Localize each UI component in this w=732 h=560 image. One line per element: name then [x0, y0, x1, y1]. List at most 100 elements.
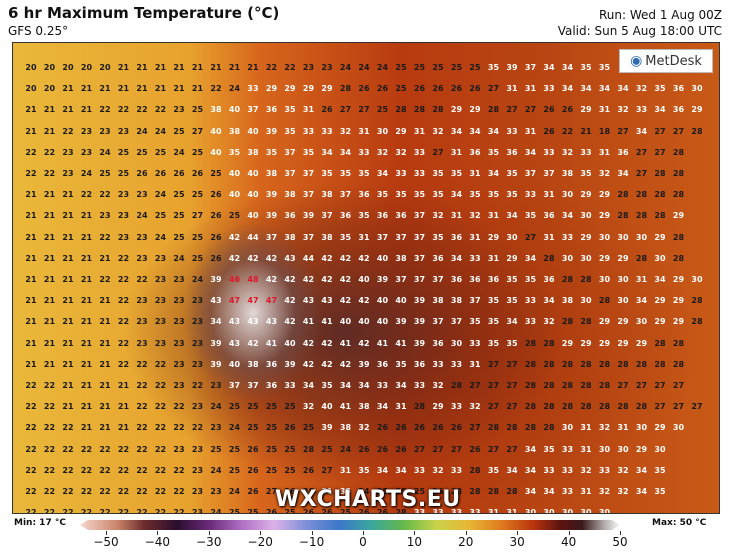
temp-value: 29 — [580, 338, 592, 348]
temp-value: 33 — [284, 381, 296, 390]
scale-tick-label: 10 — [406, 535, 423, 549]
temp-value: 21 — [25, 232, 37, 242]
temp-value: 28 — [561, 359, 574, 369]
temp-value: 23 — [117, 211, 130, 221]
temp-value: 21 — [80, 253, 93, 263]
temp-value: 21 — [25, 338, 37, 348]
scale-tick — [517, 531, 519, 535]
temp-value: 28 — [580, 275, 592, 284]
temp-value: 29 — [654, 317, 666, 327]
temp-value: 37 — [450, 317, 463, 327]
temp-value: 30 — [580, 211, 592, 221]
temp-value: 37 — [284, 169, 296, 178]
temp-value: 33 — [432, 359, 444, 369]
temp-value: 32 — [395, 147, 407, 157]
temp-value: 46 — [228, 275, 241, 284]
temp-value: 35 — [487, 296, 500, 306]
temp-value: 33 — [413, 508, 426, 514]
temp-value: 22 — [136, 487, 148, 496]
temp-value: 22 — [136, 444, 148, 454]
temp-value: 41 — [339, 338, 352, 348]
temp-value: 34 — [524, 465, 537, 475]
temp-value: 30 — [506, 232, 518, 242]
temp-value: 34 — [561, 211, 574, 221]
temp-value: 27 — [506, 359, 518, 369]
temp-value: 21 — [62, 296, 74, 306]
temp-value: 36 — [376, 211, 389, 221]
temp-value: 35 — [506, 169, 518, 178]
scale-tick — [157, 531, 159, 535]
temp-value: 21 — [80, 423, 93, 433]
temp-value: 23 — [154, 275, 167, 284]
temp-value: 27 — [635, 147, 648, 157]
temp-value: 34 — [395, 465, 407, 475]
temp-value: 23 — [210, 423, 222, 433]
temp-value: 21 — [80, 317, 93, 327]
temp-value: 30 — [543, 508, 555, 514]
temp-value: 23 — [191, 465, 204, 475]
temp-value: 20 — [25, 84, 37, 94]
temp-value: 21 — [43, 275, 56, 284]
temp-value: 21 — [43, 126, 56, 136]
temp-value: 26 — [376, 84, 389, 94]
temperature-map[interactable]: 20 20 20 20 20 21 21 21 21 21 21 21 21 22 22 23 23 24 24 24… — [12, 42, 720, 514]
temp-value: 47 — [247, 296, 259, 306]
temp-value: 37 — [302, 190, 315, 200]
temp-value: 22 — [43, 147, 56, 157]
temp-value: 33 — [469, 508, 481, 514]
temp-value: 25 — [265, 402, 278, 412]
temp-value: 32 — [580, 465, 592, 475]
temp-value: 39 — [376, 275, 389, 284]
temp-value: 23 — [99, 211, 111, 221]
temp-value: 27 — [524, 105, 537, 115]
temp-value: 37 — [228, 381, 241, 390]
temp-value: 37 — [265, 232, 278, 242]
temp-value: 25 — [191, 105, 204, 115]
temp-value: 36 — [358, 190, 370, 200]
temp-value: 43 — [228, 338, 241, 348]
temp-value: 41 — [339, 402, 352, 412]
temp-value: 34 — [561, 63, 574, 72]
temp-value: 28 — [580, 317, 592, 327]
temp-value: 24 — [154, 190, 167, 200]
temp-value: 26 — [265, 508, 278, 514]
temp-value: 22 — [80, 444, 93, 454]
temp-value: 28 — [598, 296, 611, 306]
temp-value: 20 — [25, 63, 37, 72]
temp-value: 35 — [580, 63, 592, 72]
temp-value: 29 — [654, 296, 666, 306]
temp-value: 21 — [80, 275, 93, 284]
temp-value: 21 — [43, 338, 56, 348]
temp-value: 23 — [173, 275, 185, 284]
temp-value: 21 — [62, 253, 74, 263]
temp-value: 28 — [672, 190, 685, 200]
temp-value: 37 — [284, 147, 296, 157]
temp-value: 25 — [210, 444, 222, 454]
valid-label: Valid: Sun 5 Aug 18:00 UTC — [557, 24, 722, 38]
temp-value: 36 — [487, 275, 500, 284]
temp-value: 35 — [469, 190, 481, 200]
temp-value: 38 — [321, 232, 333, 242]
temp-value: 38 — [247, 359, 259, 369]
temp-value: 26 — [321, 105, 333, 115]
temp-value: 26 — [302, 508, 315, 514]
scale-tick — [260, 531, 262, 535]
temp-value: 33 — [561, 487, 574, 496]
temp-value: 21 — [80, 296, 93, 306]
temp-value: 22 — [210, 84, 222, 94]
temp-value: 26 — [302, 465, 315, 475]
temp-value: 30 — [635, 232, 648, 242]
temp-value: 35 — [358, 211, 370, 221]
temp-value: 25 — [210, 169, 222, 178]
temp-value: 36 — [376, 359, 389, 369]
temp-value: 31 — [487, 211, 500, 221]
temp-value: 36 — [450, 232, 463, 242]
temp-value: 29 — [580, 105, 592, 115]
temp-value: 21 — [191, 84, 204, 94]
temp-value: 26 — [191, 169, 204, 178]
temp-value: 21 — [25, 211, 37, 221]
temp-value: 29 — [561, 338, 574, 348]
temp-value: 36 — [543, 211, 555, 221]
temp-value: 21 — [99, 423, 111, 433]
temp-value: 37 — [469, 296, 481, 306]
